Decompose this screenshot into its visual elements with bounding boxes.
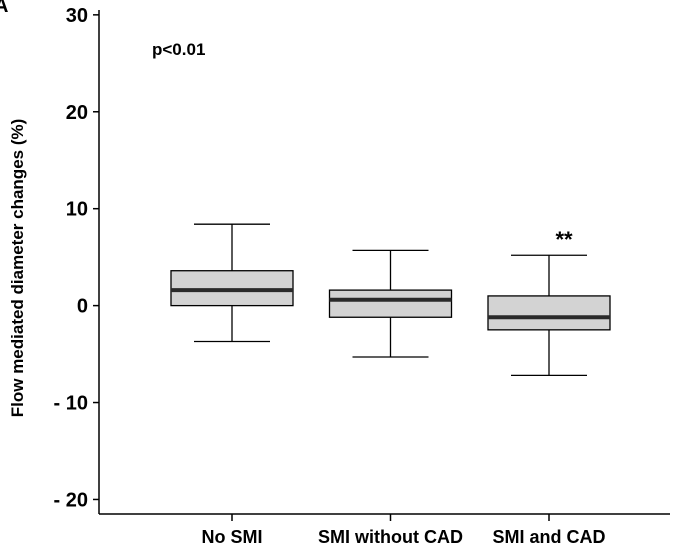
y-axis-label: Flow mediated diameter changes (%) — [8, 119, 27, 418]
y-tick-label: - 10 — [54, 393, 88, 415]
box-3: ** — [487, 227, 611, 377]
y-tick-label: - 20 — [54, 489, 88, 511]
y-tick-label: 20 — [66, 102, 88, 124]
panel-label: A — [0, 0, 8, 17]
x-category-label: SMI and CAD — [492, 527, 605, 546]
y-tick-label: 0 — [77, 296, 88, 318]
y-tick-label: 10 — [66, 199, 88, 221]
interquartile-box — [328, 289, 453, 318]
p-value-annotation: p<0.01 — [152, 40, 205, 59]
box-1 — [170, 223, 294, 343]
y-axis-ticks: 30 20 10 0 - 10 - 20 — [54, 5, 99, 511]
box-2 — [328, 249, 453, 358]
interquartile-box — [487, 295, 611, 331]
y-tick-label: 30 — [66, 5, 88, 27]
x-category-label: No SMI — [202, 527, 263, 546]
significance-marker: ** — [555, 227, 573, 252]
box-series: ** — [170, 223, 611, 377]
x-axis-ticks: No SMI SMI without CAD SMI and CAD — [202, 514, 606, 546]
x-category-label: SMI without CAD — [318, 527, 463, 546]
